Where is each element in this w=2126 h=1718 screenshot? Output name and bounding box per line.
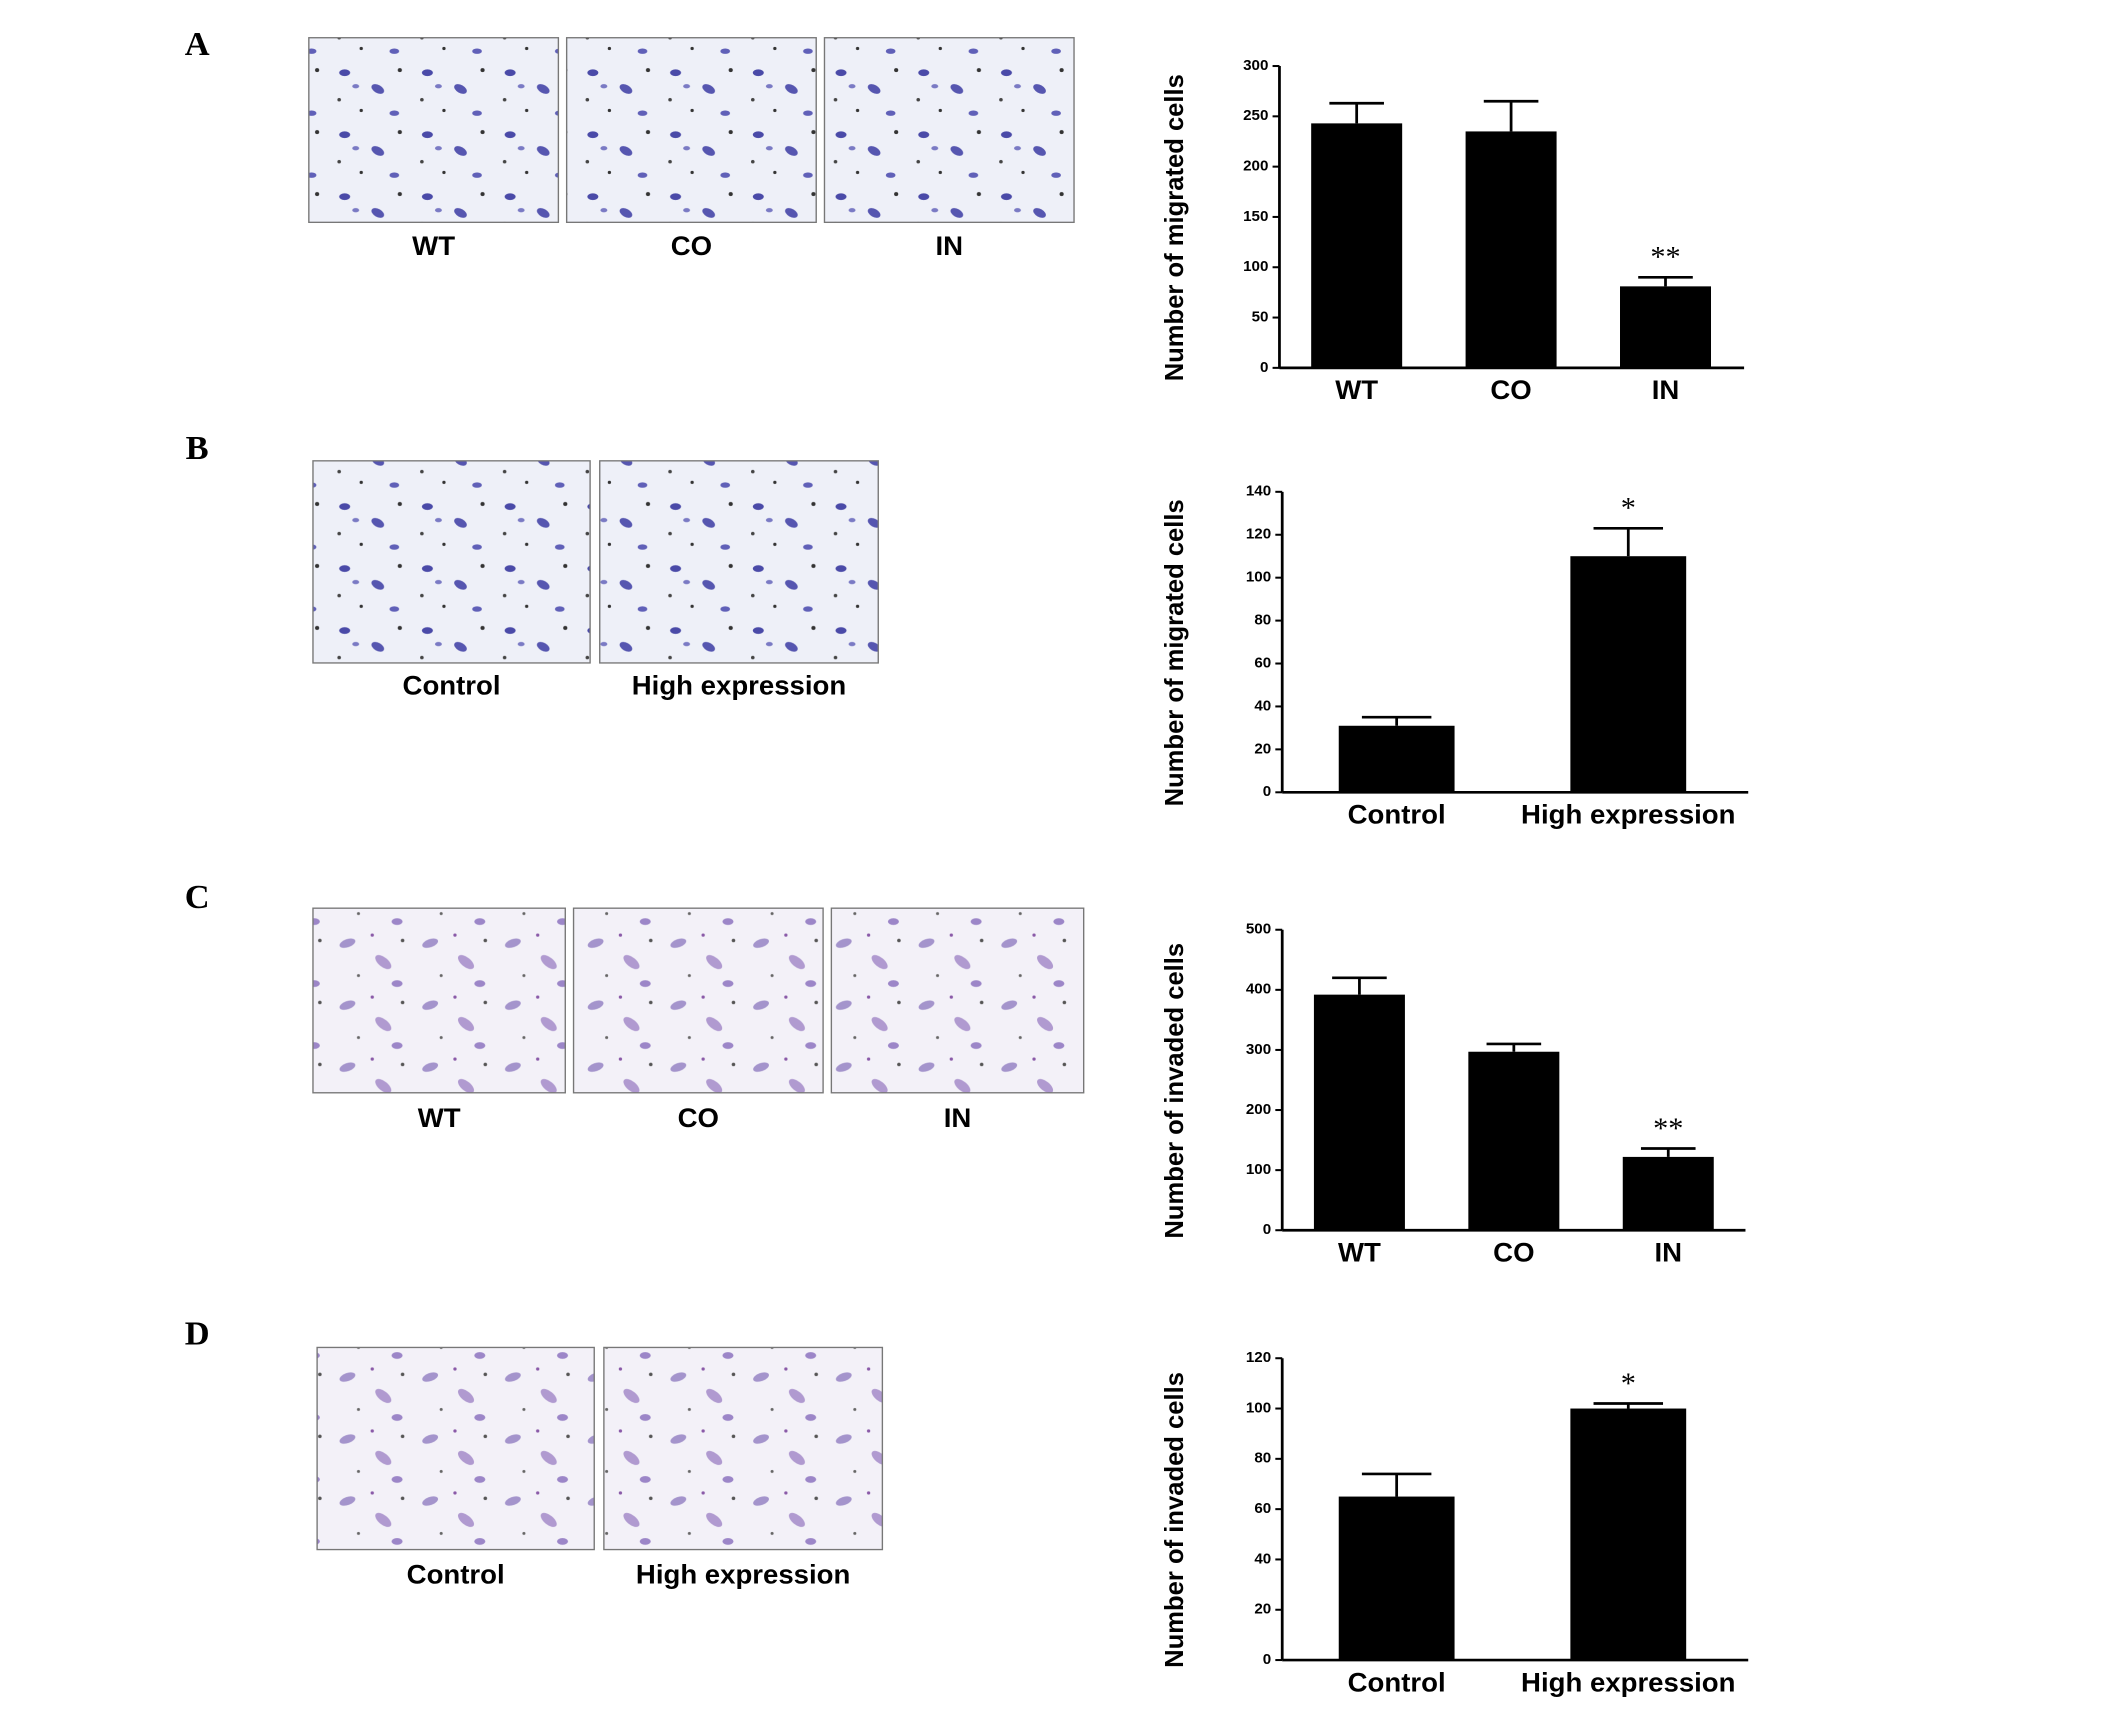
y-tick-label: 60	[1254, 1500, 1271, 1517]
x-tick-label: CO	[1490, 375, 1531, 406]
micrograph	[312, 460, 591, 664]
x-tick-label: Control	[1348, 799, 1446, 830]
panel-letter: A	[185, 26, 210, 63]
y-tick-label: 0	[1260, 359, 1268, 376]
y-tick-label: 50	[1252, 309, 1269, 326]
y-tick-label: 80	[1254, 1450, 1271, 1467]
y-tick-label: 250	[1243, 107, 1268, 124]
bar	[1338, 725, 1455, 793]
y-tick-label: 20	[1254, 1601, 1271, 1618]
bar	[1465, 131, 1557, 368]
x-tick-label: High expression	[1521, 799, 1735, 830]
y-tick-label: 100	[1246, 1400, 1271, 1417]
y-tick-label: 500	[1246, 921, 1271, 938]
bar	[1622, 1156, 1714, 1231]
micrograph	[823, 37, 1075, 224]
y-tick-label: 100	[1246, 1161, 1271, 1178]
image-label: IN	[935, 230, 963, 261]
x-tick-label: WT	[1338, 1237, 1381, 1268]
significance: *	[1621, 492, 1636, 525]
y-axis-label: Number of migrated cells	[1161, 74, 1189, 381]
image-label: CO	[671, 230, 712, 261]
image-label: IN	[944, 1102, 972, 1133]
bar	[1338, 1496, 1455, 1661]
y-tick-label: 100	[1246, 569, 1271, 586]
image-label: High expression	[632, 670, 846, 701]
y-tick-label: 40	[1254, 1551, 1271, 1568]
y-tick-label: 400	[1246, 981, 1271, 998]
bar	[1570, 1408, 1687, 1661]
panel-letter: C	[185, 879, 210, 916]
y-tick-label: 200	[1243, 158, 1268, 175]
bar	[1468, 1051, 1560, 1231]
image-label: CO	[678, 1102, 719, 1133]
y-axis-label: Number of migrated cells	[1161, 499, 1189, 806]
y-axis-label: Number of invaded cells	[1161, 1372, 1189, 1668]
y-tick-label: 200	[1246, 1101, 1271, 1118]
bar	[1570, 556, 1687, 793]
y-axis-label: Number of invaded cells	[1161, 943, 1189, 1239]
bar	[1313, 994, 1405, 1231]
y-tick-label: 300	[1246, 1041, 1271, 1058]
x-tick-label: High expression	[1521, 1667, 1735, 1698]
micrograph	[565, 37, 817, 224]
significance: *	[1621, 1367, 1636, 1400]
y-tick-label: 20	[1254, 740, 1271, 757]
micrograph	[308, 37, 560, 224]
micrograph	[316, 1346, 595, 1551]
y-tick-label: 100	[1243, 258, 1268, 275]
bar	[1311, 123, 1403, 368]
image-label: WT	[412, 230, 455, 261]
image-label: WT	[418, 1102, 461, 1133]
significance: **	[1650, 241, 1680, 274]
y-tick-label: 150	[1243, 208, 1268, 225]
micrograph	[312, 907, 566, 1094]
y-tick-label: 40	[1254, 698, 1271, 715]
micrograph	[830, 907, 1085, 1094]
micrograph	[572, 907, 824, 1094]
y-tick-label: 300	[1243, 57, 1268, 74]
image-label: Control	[407, 1559, 505, 1590]
x-tick-label: IN	[1654, 1237, 1682, 1268]
y-tick-label: 0	[1263, 783, 1271, 800]
y-tick-label: 0	[1263, 1651, 1271, 1668]
y-tick-label: 0	[1263, 1221, 1271, 1238]
y-tick-label: 60	[1254, 655, 1271, 672]
image-label: Control	[403, 670, 501, 701]
micrograph	[603, 1346, 884, 1551]
y-tick-label: 140	[1246, 483, 1271, 500]
significance: **	[1653, 1112, 1683, 1145]
y-tick-label: 120	[1246, 526, 1271, 543]
image-label: High expression	[636, 1559, 850, 1590]
y-tick-label: 80	[1254, 612, 1271, 629]
x-tick-label: Control	[1348, 1667, 1446, 1698]
panel-letter: B	[186, 430, 209, 467]
bar	[1620, 286, 1712, 368]
x-tick-label: CO	[1493, 1237, 1534, 1268]
x-tick-label: IN	[1652, 375, 1680, 406]
panel-letter: D	[185, 1316, 210, 1353]
y-tick-label: 120	[1246, 1349, 1271, 1366]
x-tick-label: WT	[1335, 375, 1378, 406]
micrograph	[599, 460, 879, 664]
